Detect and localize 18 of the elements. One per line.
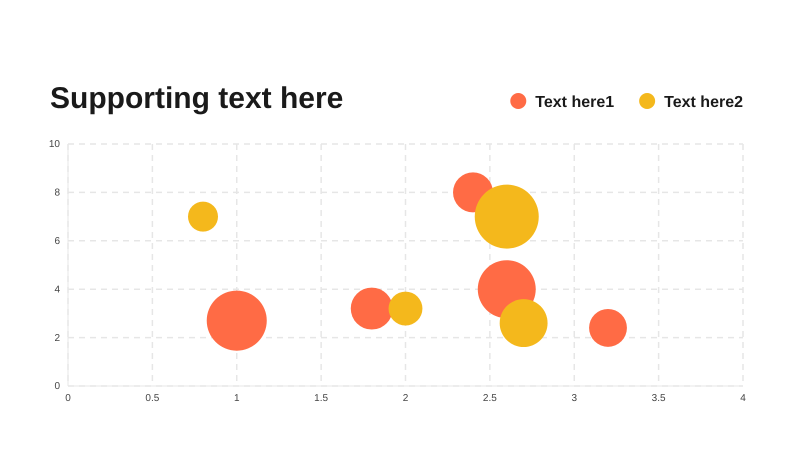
y-tick-label: 0 xyxy=(54,381,60,392)
x-tick-label: 0 xyxy=(65,393,72,404)
y-tick-label: 8 xyxy=(54,188,60,199)
y-tick-label: 2 xyxy=(54,332,60,344)
x-tick-label: 2.5 xyxy=(482,393,498,404)
y-tick-label: 4 xyxy=(54,284,60,296)
chart-title: Supporting text here xyxy=(50,82,344,115)
x-tick-label: 1 xyxy=(234,393,240,404)
x-tick-label: 1.5 xyxy=(314,393,329,404)
legend-label: Text here2 xyxy=(664,94,744,111)
x-tick-label: 4 xyxy=(740,393,746,404)
y-tick-label: 6 xyxy=(54,236,60,247)
x-tick-label: 3.5 xyxy=(652,393,666,404)
x-tick-label: 2 xyxy=(402,393,409,404)
legend-label: Text here1 xyxy=(535,94,614,111)
y-tick-label: 10 xyxy=(48,139,60,150)
x-tick-label: 0.5 xyxy=(145,393,160,404)
x-tick-label: 3 xyxy=(571,393,578,404)
